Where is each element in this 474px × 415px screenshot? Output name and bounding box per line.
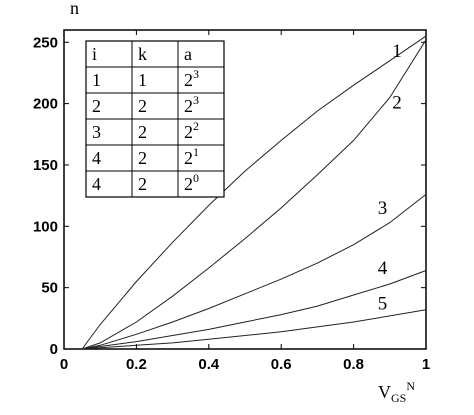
y-tick-label: 0: [50, 341, 58, 358]
curve-label-2: 2: [392, 93, 402, 114]
series-lines: [81, 35, 427, 350]
legend-table: i k a1 1 232 2 233 2 224 2 214 2 20: [85, 40, 225, 198]
table-cell-a: 21: [184, 145, 199, 168]
x-axis-label-sub: GS: [391, 391, 406, 405]
curve-label-1: 1: [392, 41, 402, 62]
x-tick-label: 0.8: [343, 356, 364, 373]
series-line-2: [81, 39, 427, 350]
table-cell-k: 2: [138, 122, 147, 142]
table-cell-a-base: 2: [184, 96, 193, 116]
x-axis-label-sup: N: [406, 379, 415, 393]
x-tick-labels: 0 0.2 0.4 0.6 0.8 1: [60, 356, 430, 373]
table-cell-i: 2: [92, 96, 101, 116]
series-line-4: [82, 270, 427, 350]
table-cell-a-base: 2: [184, 70, 193, 90]
y-tick-labels: 0 50 100 150 200 250: [33, 34, 58, 358]
table-header-k: k: [138, 44, 147, 64]
table-cell-a: 22: [184, 119, 199, 142]
y-tick-label: 150: [33, 157, 58, 174]
y-tick-label: 250: [33, 34, 58, 51]
y-tick-label: 100: [33, 218, 58, 235]
table-cell-a-exp: 0: [193, 171, 199, 185]
table-cell-k: 1: [138, 70, 147, 90]
table-cell-k: 2: [138, 174, 147, 194]
y-tick-label: 50: [41, 280, 58, 297]
table-header-a: a: [184, 44, 192, 64]
table-cell-a: 23: [184, 93, 199, 116]
table-cell-k: 2: [138, 96, 147, 116]
x-tick-label: 1: [422, 356, 430, 373]
curve-label-5: 5: [378, 294, 388, 315]
table-cell-k: 2: [138, 148, 147, 168]
x-tick-label: 0.6: [271, 356, 292, 373]
x-tick-label: 0.2: [126, 356, 147, 373]
table-cell-a-base: 2: [184, 148, 193, 168]
x-tick-label: 0: [60, 356, 68, 373]
table-cell-i: 4: [92, 174, 101, 194]
table-cell-i: 4: [92, 148, 101, 168]
table-cell-a-exp: 2: [193, 119, 199, 133]
table-cell-a-base: 2: [184, 174, 193, 194]
x-axis-label: VGSN: [378, 379, 415, 405]
table-cell-i: 3: [92, 122, 101, 142]
y-axis-label: n: [70, 0, 79, 18]
plot-frame: [63, 29, 427, 350]
table-cell-a-exp: 1: [193, 145, 199, 159]
table-cell-a: 23: [184, 67, 199, 90]
table-cell-a-exp: 3: [193, 67, 199, 81]
curve-label-3: 3: [378, 198, 388, 219]
table-cell-a-base: 2: [184, 122, 193, 142]
series-line-5: [82, 309, 427, 350]
x-tick-label: 0.4: [198, 356, 220, 373]
x-axis-label-main: V: [378, 382, 391, 402]
axis-ticks: [63, 30, 427, 350]
curve-label-4: 4: [378, 258, 388, 279]
curve-labels: 1 2 3 4 5: [378, 41, 402, 315]
table-cell-a-exp: 3: [193, 93, 199, 107]
table-cell-i: 1: [92, 70, 101, 90]
series-line-3: [81, 194, 427, 350]
y-tick-label: 200: [33, 96, 58, 113]
table-cell-a: 20: [184, 171, 199, 194]
series-line-1: [81, 35, 427, 350]
table-header-i: i: [92, 44, 97, 64]
